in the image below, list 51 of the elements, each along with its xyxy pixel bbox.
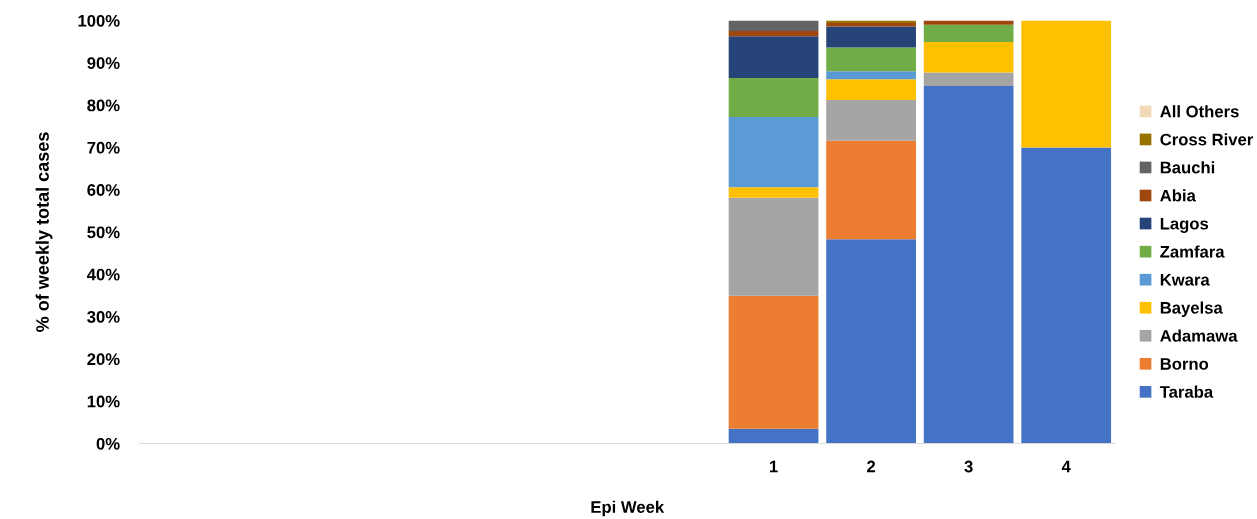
- legend-label: Lagos: [1160, 217, 1209, 233]
- y-tick-label: 90%: [87, 57, 120, 69]
- y-axis-title: % of weekly total cases: [35, 132, 53, 332]
- y-tick-label: 30%: [87, 310, 120, 323]
- bar: [728, 428, 819, 444]
- x-tick-label: 4: [1061, 460, 1071, 473]
- bar: [923, 86, 1014, 444]
- legend-label: Kwara: [1160, 274, 1210, 286]
- x-axis-title: Epi Week: [591, 500, 665, 517]
- bar: [1021, 20, 1112, 148]
- x-tick-label: 1: [769, 460, 778, 473]
- x-tick-label: 2: [867, 460, 876, 473]
- y-tick-label: 20%: [87, 353, 120, 366]
- y-tick-label: 60%: [87, 184, 120, 196]
- legend-label: Abia: [1160, 189, 1196, 202]
- y-tick-label: 100%: [78, 14, 120, 27]
- y-tick-label: 10%: [87, 395, 120, 408]
- legend-label: Adamawa: [1160, 329, 1238, 342]
- y-tick-label: 40%: [86, 268, 120, 281]
- bar: [826, 140, 916, 240]
- bar: [923, 20, 1014, 25]
- bar: [728, 36, 819, 79]
- legend-label: All Others: [1160, 105, 1239, 118]
- bar: [728, 295, 819, 429]
- bar: [826, 47, 916, 72]
- legend-label: Taraba: [1159, 385, 1214, 398]
- y-tick-label: 50%: [87, 226, 120, 239]
- bar: [826, 79, 916, 101]
- bar: [728, 116, 819, 188]
- bar: [728, 78, 819, 117]
- bar: [728, 31, 819, 37]
- bar: [923, 42, 1014, 73]
- legend-label: Borno: [1160, 358, 1209, 370]
- bar: [728, 20, 819, 32]
- bar: [826, 100, 916, 141]
- x-tick-label: 3: [964, 460, 973, 473]
- bar: [826, 26, 916, 48]
- bar: [826, 239, 916, 444]
- bar: [923, 24, 1014, 43]
- legend-label: Cross River: [1160, 133, 1254, 146]
- y-tick-label: 80%: [87, 99, 120, 112]
- bar: [1021, 147, 1112, 444]
- y-tick-label: 70%: [87, 141, 120, 154]
- bar: [826, 71, 916, 80]
- legend-label: Bauchi: [1160, 161, 1215, 174]
- y-tick-label: 0%: [96, 437, 120, 450]
- legend-label: Bayelsa: [1160, 301, 1223, 318]
- bar: [923, 72, 1014, 87]
- bar: [728, 187, 819, 198]
- bar: [728, 197, 819, 296]
- legend-label: Zamfara: [1160, 245, 1225, 258]
